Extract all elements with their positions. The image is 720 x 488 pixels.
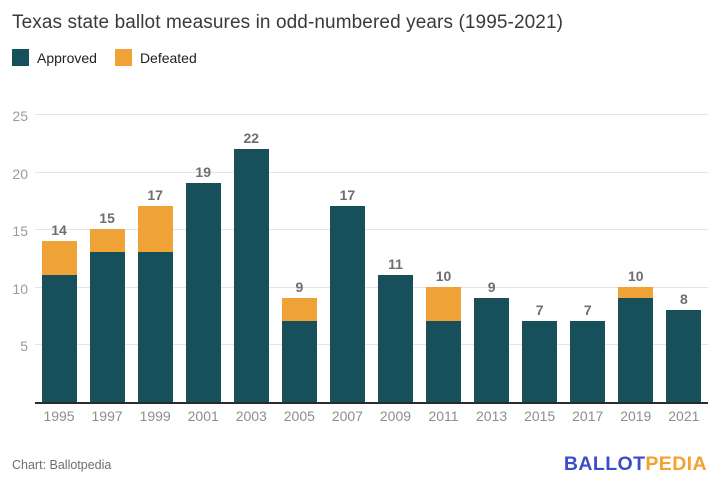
bar-segment-approved — [89, 252, 125, 402]
approved-swatch-icon — [12, 49, 29, 66]
bar-segment-approved — [377, 275, 413, 402]
bar-value-label: 9 — [487, 279, 496, 296]
bar-segment-approved — [329, 206, 365, 402]
x-tick-label-2005: 2005 — [283, 408, 315, 424]
bar-value-label: 11 — [388, 256, 403, 273]
x-tick-label-2015: 2015 — [524, 408, 556, 424]
bar-segment-approved — [522, 321, 558, 402]
gridline-20 — [35, 171, 708, 173]
y-tick-label-15: 15 — [12, 223, 28, 240]
y-tick-label-25: 25 — [12, 108, 28, 124]
x-tick-label-2019: 2019 — [620, 408, 652, 424]
bar-value-label: 7 — [535, 302, 544, 319]
bar-value-label: 10 — [627, 267, 644, 284]
bar-2021: 8 — [660, 116, 708, 402]
y-tick-label-10: 10 — [12, 280, 28, 297]
bar-2001: 19 — [179, 116, 227, 402]
gridline-15 — [35, 229, 708, 231]
bar-segment-approved — [426, 321, 462, 402]
x-tick-label-2003: 2003 — [235, 408, 267, 424]
x-tick-label-2001: 2001 — [187, 408, 219, 424]
footer: Chart: Ballotpedia BALLOTPEDIA — [12, 453, 707, 476]
x-tick-label-2011: 2011 — [428, 408, 459, 424]
bar-2013: 9 — [468, 116, 516, 402]
bar-value-label: 15 — [99, 210, 115, 227]
legend: Approved Defeated — [12, 49, 197, 66]
bar-value-label: 14 — [51, 221, 67, 238]
bar-segment-defeated — [618, 286, 654, 299]
bar-segment-approved — [474, 298, 510, 402]
bar-segment-approved — [281, 321, 317, 402]
bar-segment-defeated — [41, 240, 77, 276]
bar-segment-defeated — [281, 298, 317, 322]
bar-2007: 17 — [323, 116, 371, 402]
bar-value-label: 9 — [295, 279, 304, 296]
bar-segment-approved — [618, 298, 654, 402]
bar-segment-approved — [233, 148, 269, 402]
x-tick-label-1999: 1999 — [139, 408, 171, 424]
bar-segment-defeated — [137, 206, 173, 253]
chart-title: Texas state ballot measures in odd-numbe… — [12, 12, 564, 33]
x-tick-label-2007: 2007 — [331, 408, 363, 424]
defeated-swatch-icon — [114, 49, 132, 66]
gridline-10 — [35, 286, 708, 288]
legend-label-approved: Approved — [37, 49, 97, 66]
bar-value-label: 8 — [679, 290, 688, 307]
bar-segment-defeated — [89, 229, 125, 253]
plot-area: 14 15 17 19 22 9 17 11 10 9 7 7 10 8 — [35, 114, 708, 404]
y-axis: 5 10 15 20 25 — [0, 108, 28, 404]
legend-label-defeated: Defeated — [139, 49, 197, 66]
chart-credit: Chart: Ballotpedia — [12, 457, 112, 472]
bar-1995: 14 — [35, 116, 83, 402]
x-axis: 1995 1997 1999 2001 2003 2005 2007 2009 2011 2013… — [35, 408, 708, 424]
bar-segment-approved — [570, 321, 606, 402]
bar-2015: 7 — [516, 116, 564, 402]
x-tick-label-2017: 2017 — [572, 408, 604, 424]
bar-2005: 9 — [275, 116, 323, 402]
legend-item-approved: Approved — [12, 49, 97, 66]
ballotpedia-logo: BALLOTPEDIA — [564, 453, 707, 476]
bar-2011: 10 — [420, 116, 468, 402]
y-tick-label-5: 5 — [20, 338, 28, 355]
gridline-5 — [35, 344, 708, 346]
bar-segment-approved — [41, 275, 77, 402]
gridline-25 — [35, 114, 708, 115]
bar-value-label: 10 — [435, 267, 452, 284]
bar-2003: 22 — [227, 116, 275, 402]
x-tick-label-1995: 1995 — [43, 408, 75, 424]
x-tick-label-2021: 2021 — [668, 408, 700, 424]
logo-pedia-text: PEDIA — [645, 453, 707, 475]
x-tick-label-2013: 2013 — [476, 408, 508, 424]
bar-value-label: 22 — [243, 129, 260, 146]
bar-value-label: 7 — [583, 302, 592, 319]
bar-value-label: 17 — [147, 187, 163, 204]
bar-value-label: 19 — [195, 164, 211, 181]
bar-segment-approved — [666, 309, 702, 402]
bar-value-label: 17 — [339, 187, 356, 204]
x-tick-label-1997: 1997 — [91, 408, 123, 424]
logo-ballot-text: BALLOT — [563, 453, 646, 475]
legend-item-defeated: Defeated — [114, 49, 197, 66]
bar-2017: 7 — [564, 116, 612, 402]
bars-container: 14 15 17 19 22 9 17 11 10 9 7 7 10 8 — [35, 116, 708, 402]
bar-segment-approved — [185, 183, 221, 402]
x-tick-label-2009: 2009 — [379, 408, 412, 424]
y-tick-label-20: 20 — [12, 165, 28, 182]
bar-2019: 10 — [612, 116, 660, 402]
bar-2009: 11 — [371, 116, 419, 402]
bar-segment-approved — [137, 252, 173, 402]
bar-1997: 15 — [83, 116, 131, 402]
bar-1999: 17 — [131, 116, 179, 402]
bar-segment-defeated — [426, 286, 462, 322]
